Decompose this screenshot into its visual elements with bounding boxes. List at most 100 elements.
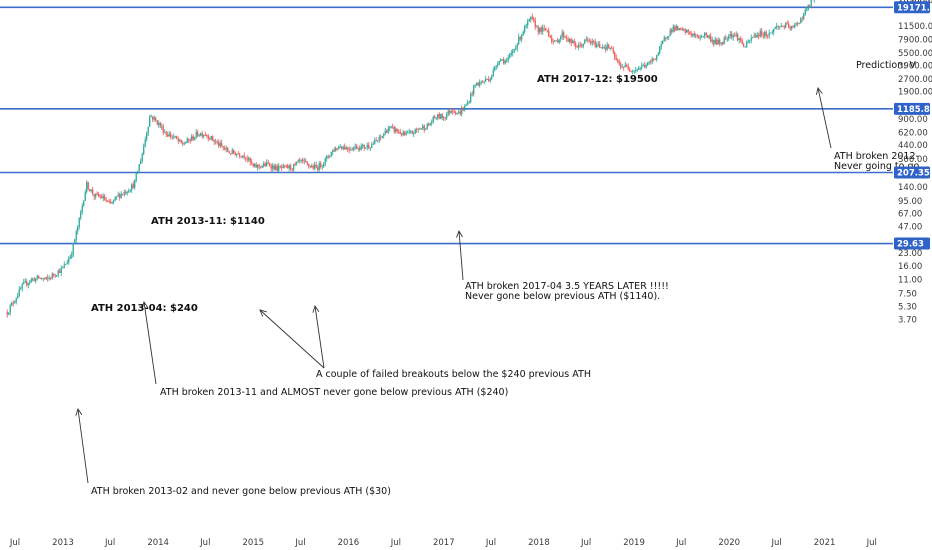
- candle-body: [362, 144, 364, 146]
- candle-body: [201, 133, 203, 137]
- candle-body: [462, 108, 464, 111]
- candle-body: [203, 134, 205, 137]
- candle-body: [780, 25, 782, 27]
- candle-body: [570, 39, 572, 44]
- candle-body: [225, 148, 227, 150]
- candle-body: [189, 140, 191, 142]
- candle-body: [525, 25, 527, 27]
- candle-body: [755, 35, 757, 38]
- candle-body: [131, 184, 133, 191]
- y-tick-label: 47.00: [898, 223, 922, 233]
- x-tick-label: 2021: [814, 538, 836, 548]
- candle-body: [320, 163, 322, 167]
- candle-body: [669, 29, 671, 36]
- candle-body: [399, 131, 401, 134]
- candle-body: [375, 140, 377, 141]
- candle-body: [168, 133, 170, 137]
- candle-body: [207, 135, 209, 139]
- candle-body: [101, 196, 103, 199]
- candle-body: [120, 193, 122, 198]
- candle-body: [50, 277, 52, 279]
- candle-body: [60, 267, 62, 273]
- candle-body: [501, 59, 503, 61]
- candle-body: [623, 66, 625, 68]
- y-tick-label: 140.00: [898, 183, 928, 193]
- candle-body: [65, 264, 67, 265]
- candle-body: [443, 117, 445, 119]
- candle-body: [797, 23, 799, 25]
- candle-body: [23, 281, 25, 285]
- candle-body: [639, 67, 641, 69]
- candle-body: [587, 39, 589, 41]
- candle-body: [222, 146, 224, 148]
- candle-body: [723, 37, 725, 45]
- candle-body: [261, 165, 263, 168]
- candle-body: [128, 191, 130, 193]
- candle-body: [414, 128, 416, 134]
- candle-body: [284, 165, 286, 167]
- candle-body: [246, 158, 248, 160]
- candle-body: [243, 155, 245, 158]
- candle-body: [123, 191, 125, 195]
- candle-body: [477, 82, 479, 86]
- candle-body: [260, 166, 262, 168]
- candle-body: [18, 289, 20, 296]
- candle-body: [764, 32, 766, 37]
- candle-body: [708, 36, 710, 38]
- candle-body: [456, 112, 458, 114]
- candle-body: [543, 27, 545, 29]
- candle-body: [138, 164, 140, 172]
- candle-body: [39, 277, 41, 279]
- candle-body: [353, 147, 355, 150]
- candle-body: [672, 26, 674, 32]
- candle-body: [704, 32, 706, 37]
- candle-body: [402, 131, 404, 136]
- candle-body: [197, 131, 199, 136]
- candle-body: [314, 164, 316, 169]
- candle-body: [674, 26, 676, 31]
- candle-body: [296, 162, 298, 164]
- candle-body: [330, 152, 332, 157]
- candle-body: [114, 196, 116, 200]
- candle-body: [548, 30, 550, 36]
- candle-body: [41, 277, 43, 279]
- candle-body: [105, 200, 107, 201]
- candle-body: [428, 124, 430, 126]
- candle-body: [581, 45, 583, 47]
- candle-body: [621, 66, 623, 68]
- candle-body: [432, 116, 434, 123]
- candle-body: [557, 40, 559, 43]
- candle-body: [584, 39, 586, 44]
- candle-body: [108, 201, 110, 203]
- candle-body: [318, 163, 320, 170]
- candle-body: [221, 143, 223, 147]
- candle-body: [176, 136, 178, 139]
- candle-body: [486, 78, 488, 80]
- candle-body: [450, 110, 452, 113]
- candle-body: [317, 167, 319, 170]
- candle-body: [735, 34, 737, 37]
- candle-body: [195, 131, 197, 138]
- candle-body: [140, 160, 142, 165]
- candle-body: [383, 134, 385, 137]
- candle-body: [524, 26, 526, 33]
- candle-body: [297, 160, 299, 163]
- prediction-label: Prediction: V: [856, 60, 916, 71]
- candle-body: [276, 165, 278, 172]
- candle-body: [56, 275, 58, 276]
- candle-body: [437, 114, 439, 118]
- candle-body: [156, 120, 158, 125]
- candle-body: [648, 61, 650, 63]
- candle-body: [74, 239, 76, 244]
- candle-body: [8, 312, 10, 315]
- candle-body: [771, 32, 773, 34]
- candle-body: [488, 79, 490, 81]
- candle-body: [533, 18, 535, 21]
- candle-body: [773, 29, 775, 33]
- candle-body: [699, 37, 701, 39]
- candle-body: [785, 23, 787, 28]
- candle-body: [435, 117, 437, 119]
- candle-body: [227, 148, 229, 152]
- candle-body: [21, 284, 23, 289]
- candle-body: [804, 9, 806, 15]
